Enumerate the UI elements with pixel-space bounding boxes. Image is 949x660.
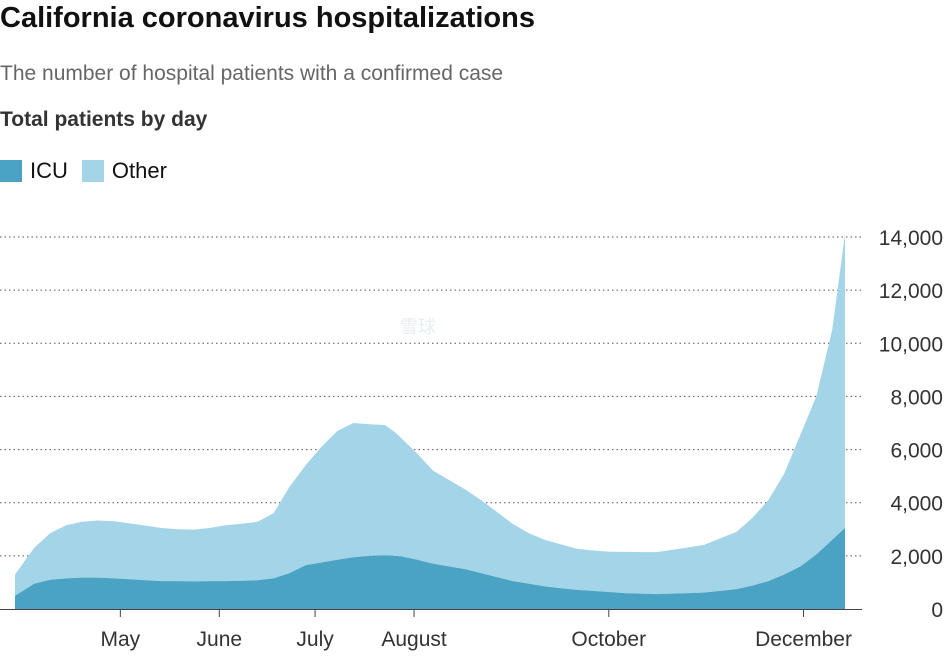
y-tick-label: 6,000 bbox=[890, 440, 943, 463]
legend-item-other: Other bbox=[81, 158, 167, 184]
y-tick-label: 0 bbox=[931, 599, 943, 622]
x-axis-ticks: May June July August October December bbox=[101, 609, 852, 651]
y-axis-labels: 0 2,000 4,000 6,000 8,000 10,000 12,000 14,000 bbox=[879, 227, 943, 622]
legend-swatch-other bbox=[81, 160, 104, 182]
x-tick-label: May bbox=[101, 628, 141, 651]
y-tick-label: 4,000 bbox=[890, 493, 943, 516]
legend-label-icu: ICU bbox=[30, 158, 68, 183]
legend-label-other: Other bbox=[111, 158, 167, 183]
x-tick-label: December bbox=[755, 628, 852, 651]
legend-swatch-icu bbox=[0, 160, 22, 182]
y-tick-label: 10,000 bbox=[879, 333, 943, 356]
y-tick-label: 14,000 bbox=[879, 227, 943, 250]
area-icu bbox=[15, 528, 845, 609]
area-other bbox=[15, 234, 845, 596]
y-tick-label: 8,000 bbox=[890, 386, 943, 409]
x-tick-label: October bbox=[571, 628, 646, 651]
watermark: 雪球 bbox=[400, 317, 436, 337]
section-label: Total patients by day bbox=[0, 108, 208, 131]
x-tick-label: June bbox=[197, 628, 243, 651]
chart-title: California coronavirus hospitalizations bbox=[0, 2, 535, 34]
x-tick-label: July bbox=[296, 628, 334, 651]
legend-item-icu: ICU bbox=[0, 158, 68, 184]
y-tick-label: 12,000 bbox=[879, 280, 943, 303]
legend: ICU Other bbox=[0, 158, 181, 184]
x-tick-label: August bbox=[381, 628, 447, 651]
chart-subtitle: The number of hospital patients with a c… bbox=[0, 62, 504, 85]
y-tick-label: 2,000 bbox=[890, 546, 943, 569]
